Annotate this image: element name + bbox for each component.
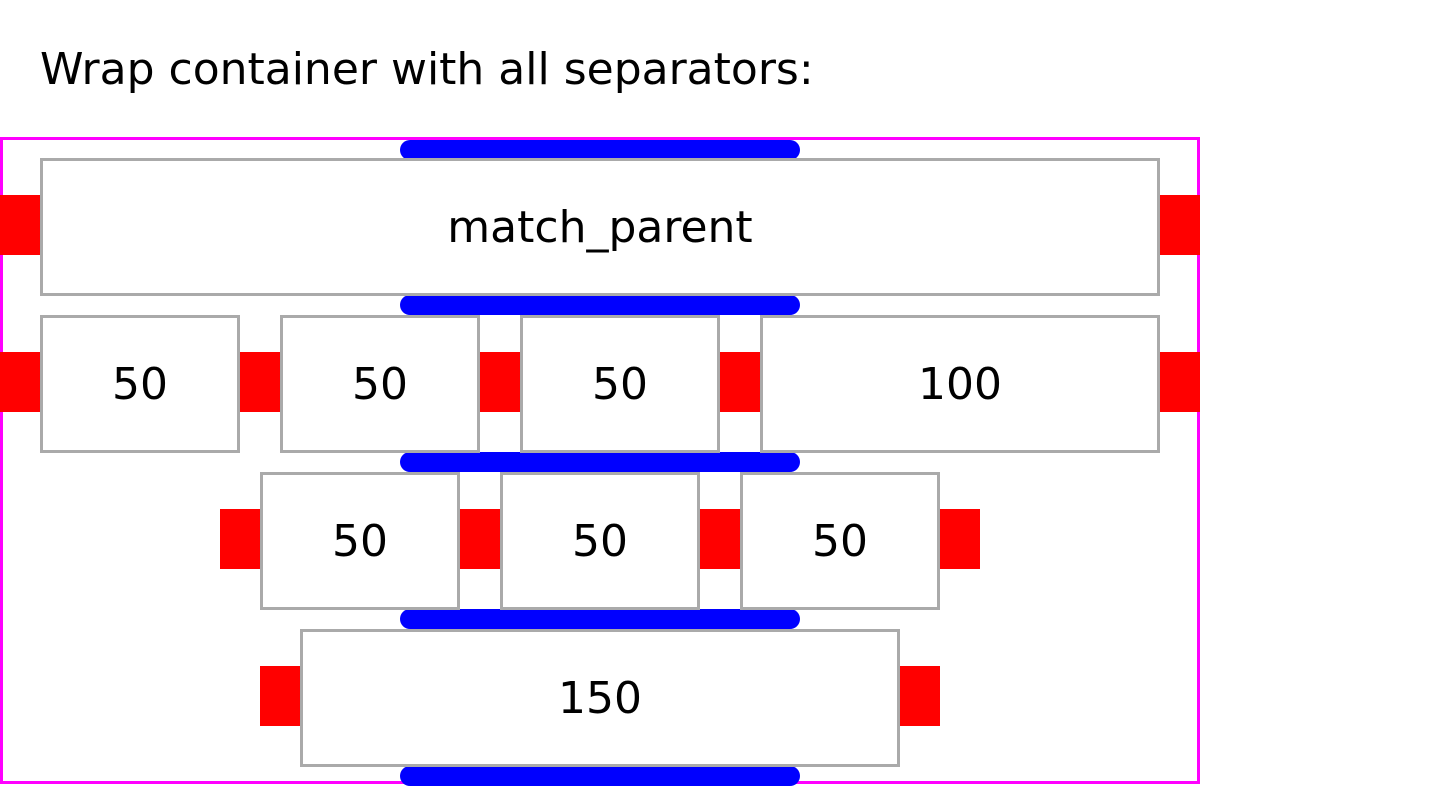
item-separator bbox=[940, 509, 980, 569]
item-separator bbox=[0, 195, 40, 255]
row-2-item-3: 50 bbox=[520, 315, 720, 453]
line-separator bbox=[400, 766, 800, 786]
row-2-item-2: 50 bbox=[280, 315, 480, 453]
item-separator bbox=[1160, 352, 1200, 412]
row-2-item-4: 100 bbox=[760, 315, 1160, 453]
line-separator bbox=[400, 140, 800, 160]
line-separator bbox=[400, 452, 800, 472]
row-3-item-3: 50 bbox=[740, 472, 940, 610]
line-separator bbox=[400, 295, 800, 315]
row-2-item-1: 50 bbox=[40, 315, 240, 453]
item-separator bbox=[1160, 195, 1200, 255]
item-separator bbox=[900, 666, 940, 726]
row-3-item-2: 50 bbox=[500, 472, 700, 610]
row-4-item-1: 150 bbox=[300, 629, 900, 767]
line-separator bbox=[400, 609, 800, 629]
item-separator bbox=[460, 509, 500, 569]
item-separator bbox=[0, 352, 40, 412]
item-separator bbox=[260, 666, 300, 726]
page-heading: Wrap container with all separators: bbox=[40, 44, 814, 95]
wrap-container: match_parent 50 50 50 100 50 50 50 150 bbox=[0, 137, 1200, 786]
item-separator bbox=[220, 509, 260, 569]
row-3-item-1: 50 bbox=[260, 472, 460, 610]
row-1-item-1: match_parent bbox=[40, 158, 1160, 296]
item-separator bbox=[240, 352, 280, 412]
item-separator bbox=[700, 509, 740, 569]
item-separator bbox=[480, 352, 520, 412]
item-separator bbox=[720, 352, 760, 412]
